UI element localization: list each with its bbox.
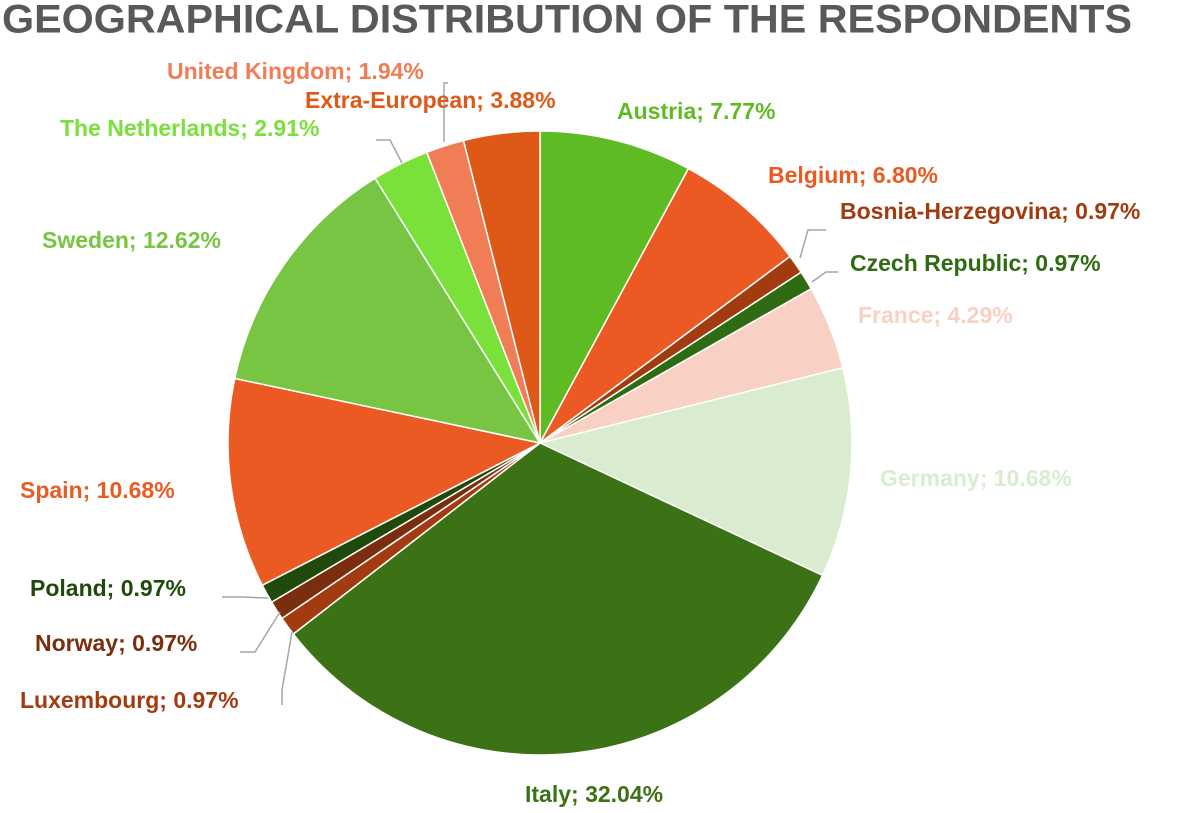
leader-line (240, 611, 281, 653)
data-label: United Kingdom; 1.94% (167, 58, 424, 84)
data-label: Germany; 10.68% (880, 465, 1072, 491)
leader-line (376, 139, 403, 164)
leader-line (222, 596, 269, 599)
data-label: Bosnia-Herzegovina; 0.97% (840, 198, 1140, 224)
data-label: The Netherlands; 2.91% (60, 115, 319, 141)
leader-line (811, 271, 838, 283)
pie-slice (227, 377, 543, 587)
data-label: Sweden; 12.62% (42, 227, 221, 253)
pie-slice (462, 130, 541, 444)
data-label: Italy; 32.04% (525, 781, 663, 807)
pie-slice (539, 130, 690, 444)
data-label: Austria; 7.77% (617, 98, 776, 124)
data-label: Luxembourg; 0.97% (20, 687, 239, 713)
data-label: Czech Republic; 0.97% (850, 250, 1101, 276)
data-label: Poland; 0.97% (30, 575, 186, 601)
leader-line (443, 82, 448, 142)
data-label: Belgium; 6.80% (768, 162, 938, 188)
leader-line (281, 631, 293, 705)
chart-title: GEOGRAPHICAL DISTRIBUTION OF THE RESPOND… (2, 0, 1132, 42)
data-label: France; 4.29% (858, 302, 1013, 328)
pie (227, 130, 853, 756)
pie-slice (292, 442, 824, 756)
data-label: Extra-European; 3.88% (305, 87, 556, 113)
pie-slice (537, 366, 853, 577)
leader-line (799, 229, 826, 259)
data-label: Norway; 0.97% (35, 630, 197, 656)
pie-slice (233, 177, 542, 445)
data-label: Spain; 10.68% (20, 477, 175, 503)
pie-slice (539, 167, 792, 444)
labels: Austria; 7.77% Belgium; 6.80% Bosnia-Herze… (20, 58, 1140, 807)
